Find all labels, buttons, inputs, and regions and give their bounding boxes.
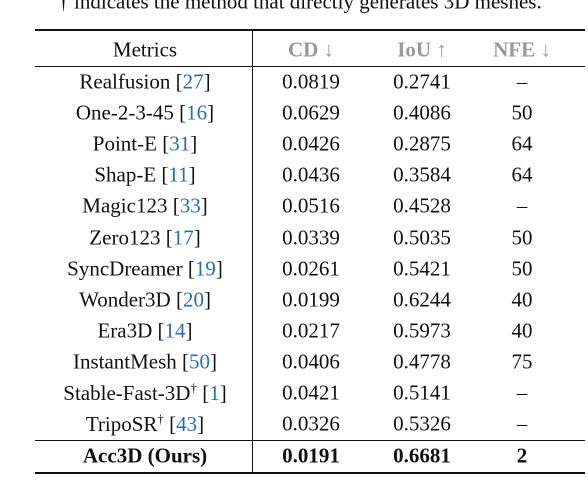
method-name: Shap-E	[94, 162, 157, 187]
citation: 31	[169, 131, 191, 156]
method-cell: InstantMesh [50]	[72, 349, 218, 374]
citation: 17	[172, 225, 194, 249]
method-name: SyncDreamer	[67, 256, 183, 281]
iou-cell: 0.5141	[393, 380, 451, 405]
nfe-cell: –	[516, 193, 528, 218]
cd-cell: 0.0406	[282, 349, 340, 374]
ours-cd: 0.0191	[282, 443, 340, 468]
iou-cell: 0.5326	[393, 411, 451, 436]
iou-cell: 0.5035	[393, 225, 451, 249]
cd-cell: 0.0516	[282, 193, 340, 218]
citation: 14	[164, 318, 186, 343]
iou-cell: 0.3584	[393, 162, 451, 187]
method-name: TripoSR	[85, 412, 158, 437]
iou-cell: 0.5973	[393, 318, 451, 343]
mid-rule	[35, 440, 585, 441]
citation: 20	[182, 287, 204, 312]
method-cell: One-2-3-45 [16]	[75, 100, 215, 125]
column-divider	[252, 31, 253, 472]
nfe-cell: 50	[511, 100, 533, 125]
method-name: InstantMesh	[72, 349, 177, 374]
nfe-cell: 50	[511, 256, 533, 281]
iou-cell: 0.4086	[393, 100, 451, 125]
method-cell: Zero123 [17]	[89, 225, 201, 249]
header-cell: CD ↓	[287, 37, 335, 62]
method-name: Stable-Fast-3D	[63, 381, 191, 405]
method-name: Point-E	[92, 131, 157, 156]
method-name: Magic123	[82, 193, 168, 218]
cd-cell: 0.0339	[282, 225, 340, 249]
iou-cell: 0.2875	[393, 131, 451, 156]
nfe-cell: –	[516, 411, 528, 436]
ours-nfe: 2	[516, 443, 528, 468]
cd-cell: 0.0426	[282, 131, 340, 156]
header-cell: Metrics	[112, 37, 178, 62]
method-cell: Point-E [31]	[92, 131, 198, 156]
method-cell: SyncDreamer [19]	[67, 256, 223, 281]
iou-cell: 0.6244	[393, 287, 451, 312]
method-name: Realfusion	[79, 69, 171, 94]
caption: † indicates the method that directly gen…	[58, 0, 542, 14]
citation: 16	[186, 100, 208, 125]
ours-name: Acc3D (Ours)	[82, 443, 208, 468]
cd-cell: 0.0421	[282, 380, 340, 405]
mid-rule	[35, 66, 585, 67]
iou-cell: 0.2741	[393, 69, 451, 94]
cd-cell: 0.0217	[282, 318, 340, 343]
method-cell: Stable-Fast-3D† [1]	[63, 380, 227, 405]
nfe-cell: –	[516, 69, 528, 94]
bottom-rule	[35, 472, 585, 474]
cd-cell: 0.0436	[282, 162, 340, 187]
citation: 27	[182, 69, 204, 94]
method-name: Era3D	[97, 318, 153, 343]
method-name: One-2-3-45	[75, 100, 174, 125]
cd-cell: 0.0326	[282, 411, 340, 436]
cd-cell: 0.0629	[282, 100, 340, 125]
nfe-cell: 64	[511, 131, 533, 156]
citation: 50	[189, 349, 211, 374]
method-cell: Wonder3D [20]	[79, 287, 211, 312]
nfe-cell: 40	[511, 318, 533, 343]
iou-cell: 0.5421	[393, 256, 451, 281]
nfe-cell: 40	[511, 287, 533, 312]
header-cell: NFE ↓	[493, 37, 551, 62]
method-cell: Shap-E [11]	[94, 162, 196, 187]
cd-cell: 0.0199	[282, 287, 340, 312]
nfe-cell: –	[516, 380, 528, 405]
method-cell: Realfusion [27]	[79, 69, 211, 94]
top-rule	[35, 29, 585, 31]
method-cell: Era3D [14]	[97, 318, 193, 343]
cd-cell: 0.0819	[282, 69, 340, 94]
iou-cell: 0.4528	[393, 193, 451, 218]
citation: 1	[209, 381, 220, 405]
method-name: Zero123	[89, 225, 161, 249]
nfe-cell: 50	[511, 225, 533, 249]
method-name: Wonder3D	[79, 287, 171, 312]
method-cell: TripoSR† [43]	[85, 411, 205, 437]
citation: 33	[179, 193, 201, 218]
citation: 19	[194, 256, 216, 281]
cd-cell: 0.0261	[282, 256, 340, 281]
nfe-cell: 75	[511, 349, 533, 374]
dagger: †	[190, 380, 197, 395]
header-cell: IoU ↑	[397, 37, 447, 62]
method-cell: Magic123 [33]	[82, 193, 208, 218]
nfe-cell: 64	[511, 162, 533, 187]
citation: 11	[168, 162, 189, 187]
iou-cell: 0.4778	[393, 349, 451, 374]
ours-iou: 0.6681	[393, 443, 451, 468]
citation: 43	[176, 412, 198, 437]
dagger: †	[157, 411, 164, 427]
